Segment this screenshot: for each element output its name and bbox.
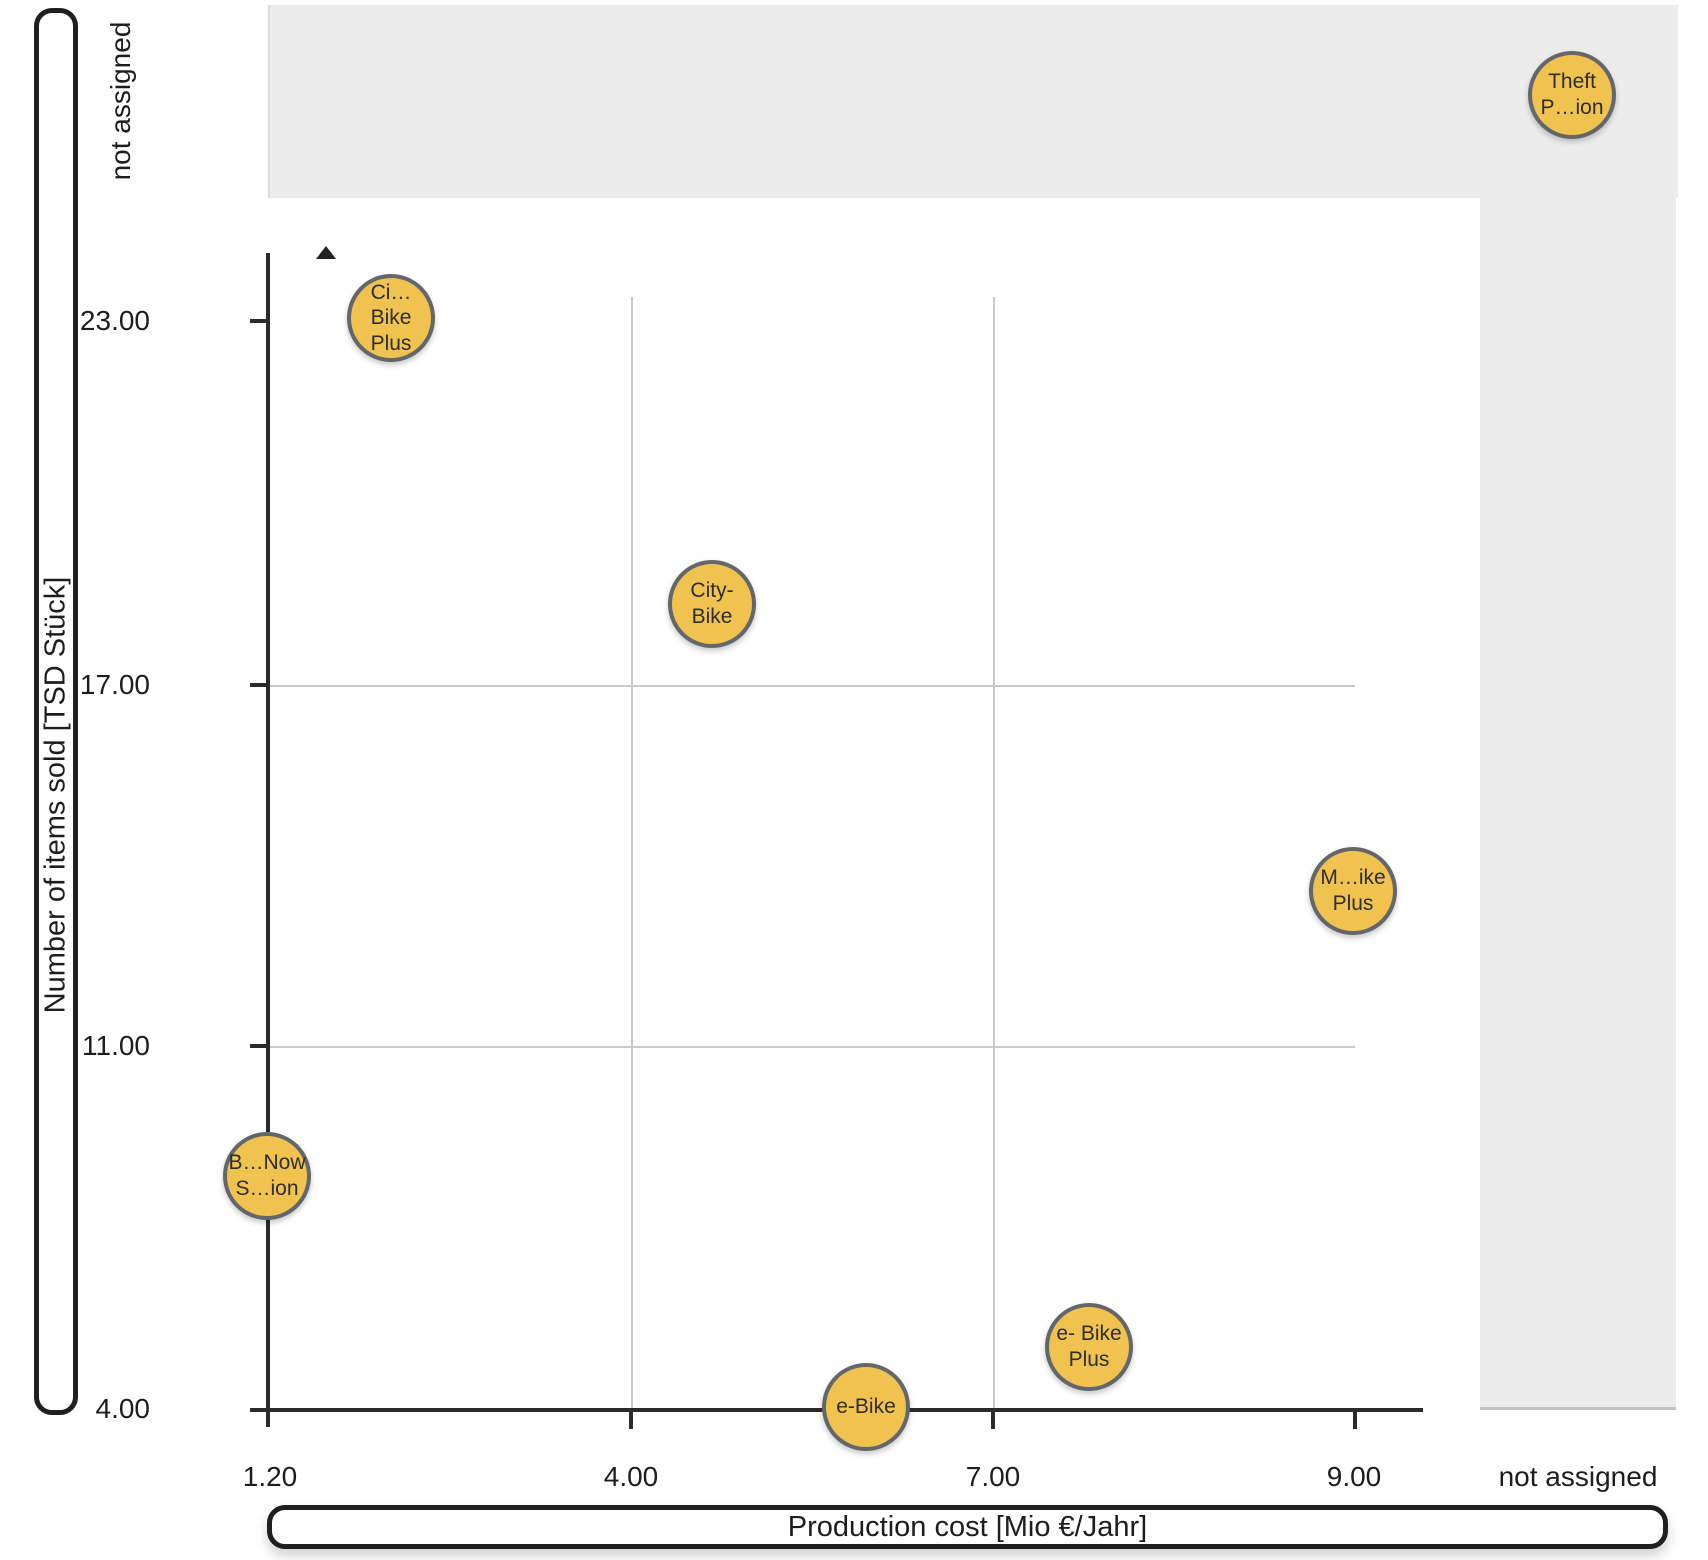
- bubble-city-bike[interactable]: City- Bike: [668, 560, 756, 648]
- x-tick-label-7: 7.00: [965, 1461, 1021, 1492]
- y-axis-arrow-icon: [316, 246, 336, 259]
- y-tick-label-17: 17.00: [79, 669, 150, 700]
- x-tick-label-not-assigned: not assigned: [1498, 1461, 1658, 1492]
- y-tick-label-23: 23.00: [79, 305, 150, 336]
- not-assigned-region-right: [1480, 198, 1676, 1410]
- y-tick-label-not-assigned: not assigned: [105, 21, 136, 181]
- x-axis-title-pill[interactable]: Production cost [Mio €/Jahr]: [267, 1505, 1668, 1549]
- bubble-m-bike-plus[interactable]: M…ike Plus: [1309, 847, 1397, 935]
- y-tick-label-4: 4.00: [95, 1393, 151, 1424]
- bubble-e-bike[interactable]: e-Bike: [822, 1363, 910, 1451]
- y-tick-4: [250, 1408, 268, 1412]
- bubble-ci-bike-plus[interactable]: Ci…Bike Plus: [347, 274, 435, 362]
- y-axis-title-pill[interactable]: [34, 8, 78, 1415]
- y-tick-17: [250, 683, 268, 687]
- y-tick-11: [250, 1044, 268, 1048]
- x-axis-title: Production cost [Mio €/Jahr]: [787, 1510, 1148, 1543]
- y-axis-line: [266, 253, 270, 1427]
- y-tick-23: [250, 319, 268, 323]
- y-axis-title: Number of items sold [TSD Stück]: [39, 576, 72, 1014]
- x-tick-label-9: 9.00: [1326, 1461, 1382, 1492]
- bubble-b-now-s-ion[interactable]: B…Now S…ion: [223, 1132, 311, 1220]
- gridline-horizontal-17: [270, 685, 1355, 687]
- gridline-vertical-4: [631, 297, 633, 1408]
- gridline-vertical-7: [993, 297, 995, 1408]
- x-tick-label-1-20: 1.20: [242, 1461, 298, 1492]
- gridline-horizontal-11: [270, 1046, 1355, 1048]
- x-tick-9: [1353, 1412, 1357, 1429]
- bubble-theft-prevention[interactable]: Theft P…ion: [1528, 51, 1616, 139]
- x-tick-4: [629, 1412, 633, 1429]
- bubble-e-bike-plus[interactable]: e- Bike Plus: [1045, 1303, 1133, 1391]
- x-tick-7: [991, 1412, 995, 1429]
- not-assigned-region-top: [268, 5, 1678, 198]
- x-tick-label-4: 4.00: [603, 1461, 659, 1492]
- y-tick-label-11: 11.00: [82, 1030, 150, 1061]
